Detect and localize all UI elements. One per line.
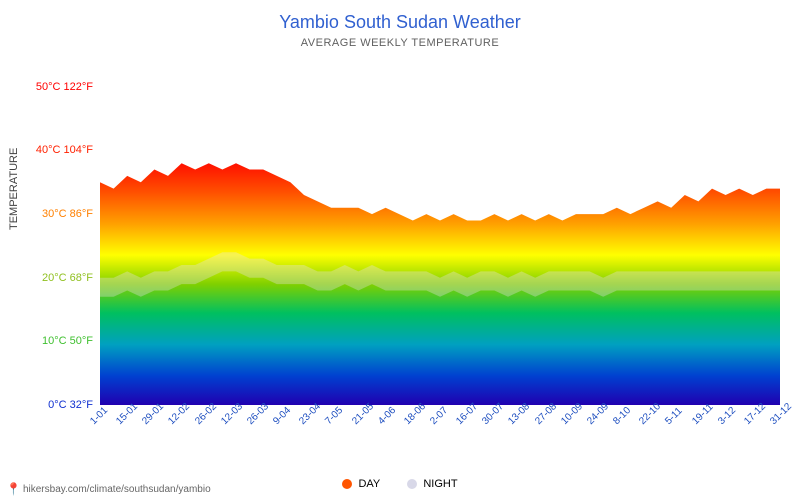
x-tick: 8-10 — [611, 405, 633, 427]
legend-night: NIGHT — [407, 478, 457, 490]
x-tick: 17-12 — [742, 401, 768, 427]
source-footer: 📍 hikersbay.com/climate/southsudan/yambi… — [6, 482, 211, 496]
x-tick: 12-02 — [167, 401, 193, 427]
y-tick: 10°C 50°F — [42, 335, 93, 347]
x-tick: 19-11 — [690, 402, 715, 427]
pin-icon: 📍 — [6, 482, 21, 496]
y-tick: 50°C 122°F — [36, 81, 93, 93]
weather-chart-container: Yambio South Sudan Weather AVERAGE WEEKL… — [0, 0, 800, 500]
chart-svg — [100, 55, 780, 405]
x-tick: 13-08 — [507, 401, 533, 427]
x-tick: 9-04 — [271, 405, 293, 427]
x-tick: 18-06 — [402, 401, 428, 427]
x-tick: 26-02 — [193, 401, 219, 427]
x-tick: 4-06 — [376, 405, 398, 427]
y-tick: 20°C 68°F — [42, 272, 93, 284]
x-tick: 15-01 — [114, 401, 140, 427]
y-axis-label: TEMPERATURE — [8, 148, 20, 230]
x-tick: 31-12 — [768, 401, 794, 427]
chart-plot-area — [100, 55, 780, 405]
x-axis-ticks: 1-0115-0129-0112-0226-0212-0326-039-0423… — [100, 410, 780, 460]
x-tick: 21-05 — [350, 401, 376, 427]
y-axis-ticks: 0°C 32°F10°C 50°F20°C 68°F30°C 86°F40°C … — [32, 55, 97, 405]
legend-day-label: DAY — [358, 478, 380, 490]
y-tick: 30°C 86°F — [42, 208, 93, 220]
x-tick: 7-05 — [324, 405, 346, 427]
x-tick: 23-04 — [297, 401, 323, 427]
x-tick: 10-09 — [559, 401, 585, 427]
legend-day-dot — [342, 479, 352, 489]
chart-title: Yambio South Sudan Weather — [0, 0, 800, 33]
x-tick: 30-07 — [481, 401, 507, 427]
x-tick: 24-09 — [585, 401, 611, 427]
y-tick: 40°C 104°F — [36, 144, 93, 156]
legend-night-dot — [407, 479, 417, 489]
legend-day: DAY — [342, 478, 380, 490]
x-tick: 3-12 — [716, 405, 738, 427]
x-tick: 16-07 — [454, 401, 480, 427]
x-tick: 2-07 — [428, 405, 450, 427]
x-tick: 12-03 — [219, 401, 245, 427]
x-tick: 22-10 — [637, 401, 663, 427]
source-url: hikersbay.com/climate/southsudan/yambio — [23, 484, 211, 495]
x-tick: 27-08 — [533, 401, 559, 427]
x-tick: 26-03 — [245, 401, 271, 427]
y-tick: 0°C 32°F — [48, 399, 93, 411]
x-tick: 29-01 — [141, 401, 167, 427]
x-tick: 5-11 — [664, 406, 685, 427]
chart-subtitle: AVERAGE WEEKLY TEMPERATURE — [0, 33, 800, 49]
legend-night-label: NIGHT — [423, 478, 457, 490]
